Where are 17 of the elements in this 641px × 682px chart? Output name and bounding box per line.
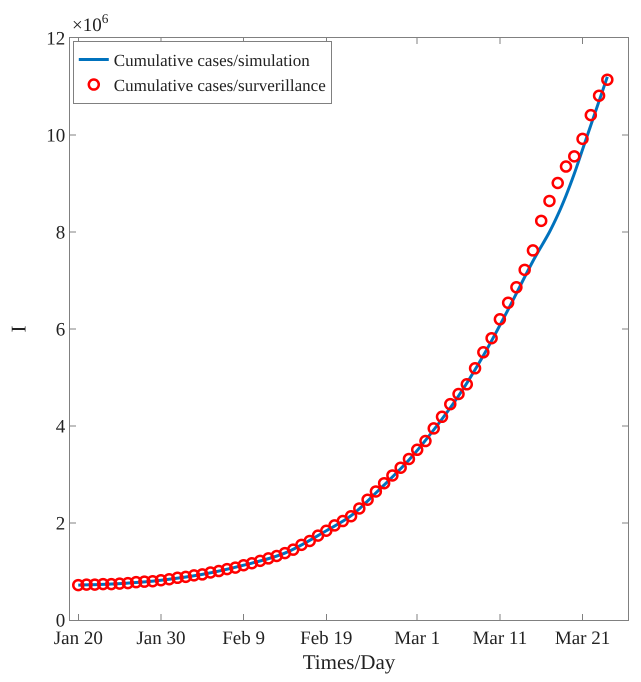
x-tick-label: Feb 19 <box>300 628 352 649</box>
x-tick-label: Feb 9 <box>222 628 265 649</box>
y-tick-label: 10 <box>46 126 66 147</box>
y-tick-label: 8 <box>56 222 66 244</box>
x-tick-label: Jan 30 <box>136 628 186 649</box>
y-tick-label: 4 <box>56 416 66 438</box>
y-tick-label: 12 <box>46 28 66 50</box>
x-axis-title: Times/Day <box>302 650 396 674</box>
x-tick-label: Mar 1 <box>394 628 440 649</box>
y-tick-label: 6 <box>56 320 66 341</box>
legend-label: Cumulative cases/simulation <box>114 51 310 70</box>
y-tick-label: 2 <box>56 514 66 535</box>
x-tick-label: Mar 21 <box>554 628 610 649</box>
text: ×10$^{6}$ <box>72 11 109 36</box>
y-axis-title: I <box>6 326 30 332</box>
x-tick-label: Mar 11 <box>472 628 528 649</box>
legend-label: Cumulative cases/surverillance <box>114 76 326 96</box>
